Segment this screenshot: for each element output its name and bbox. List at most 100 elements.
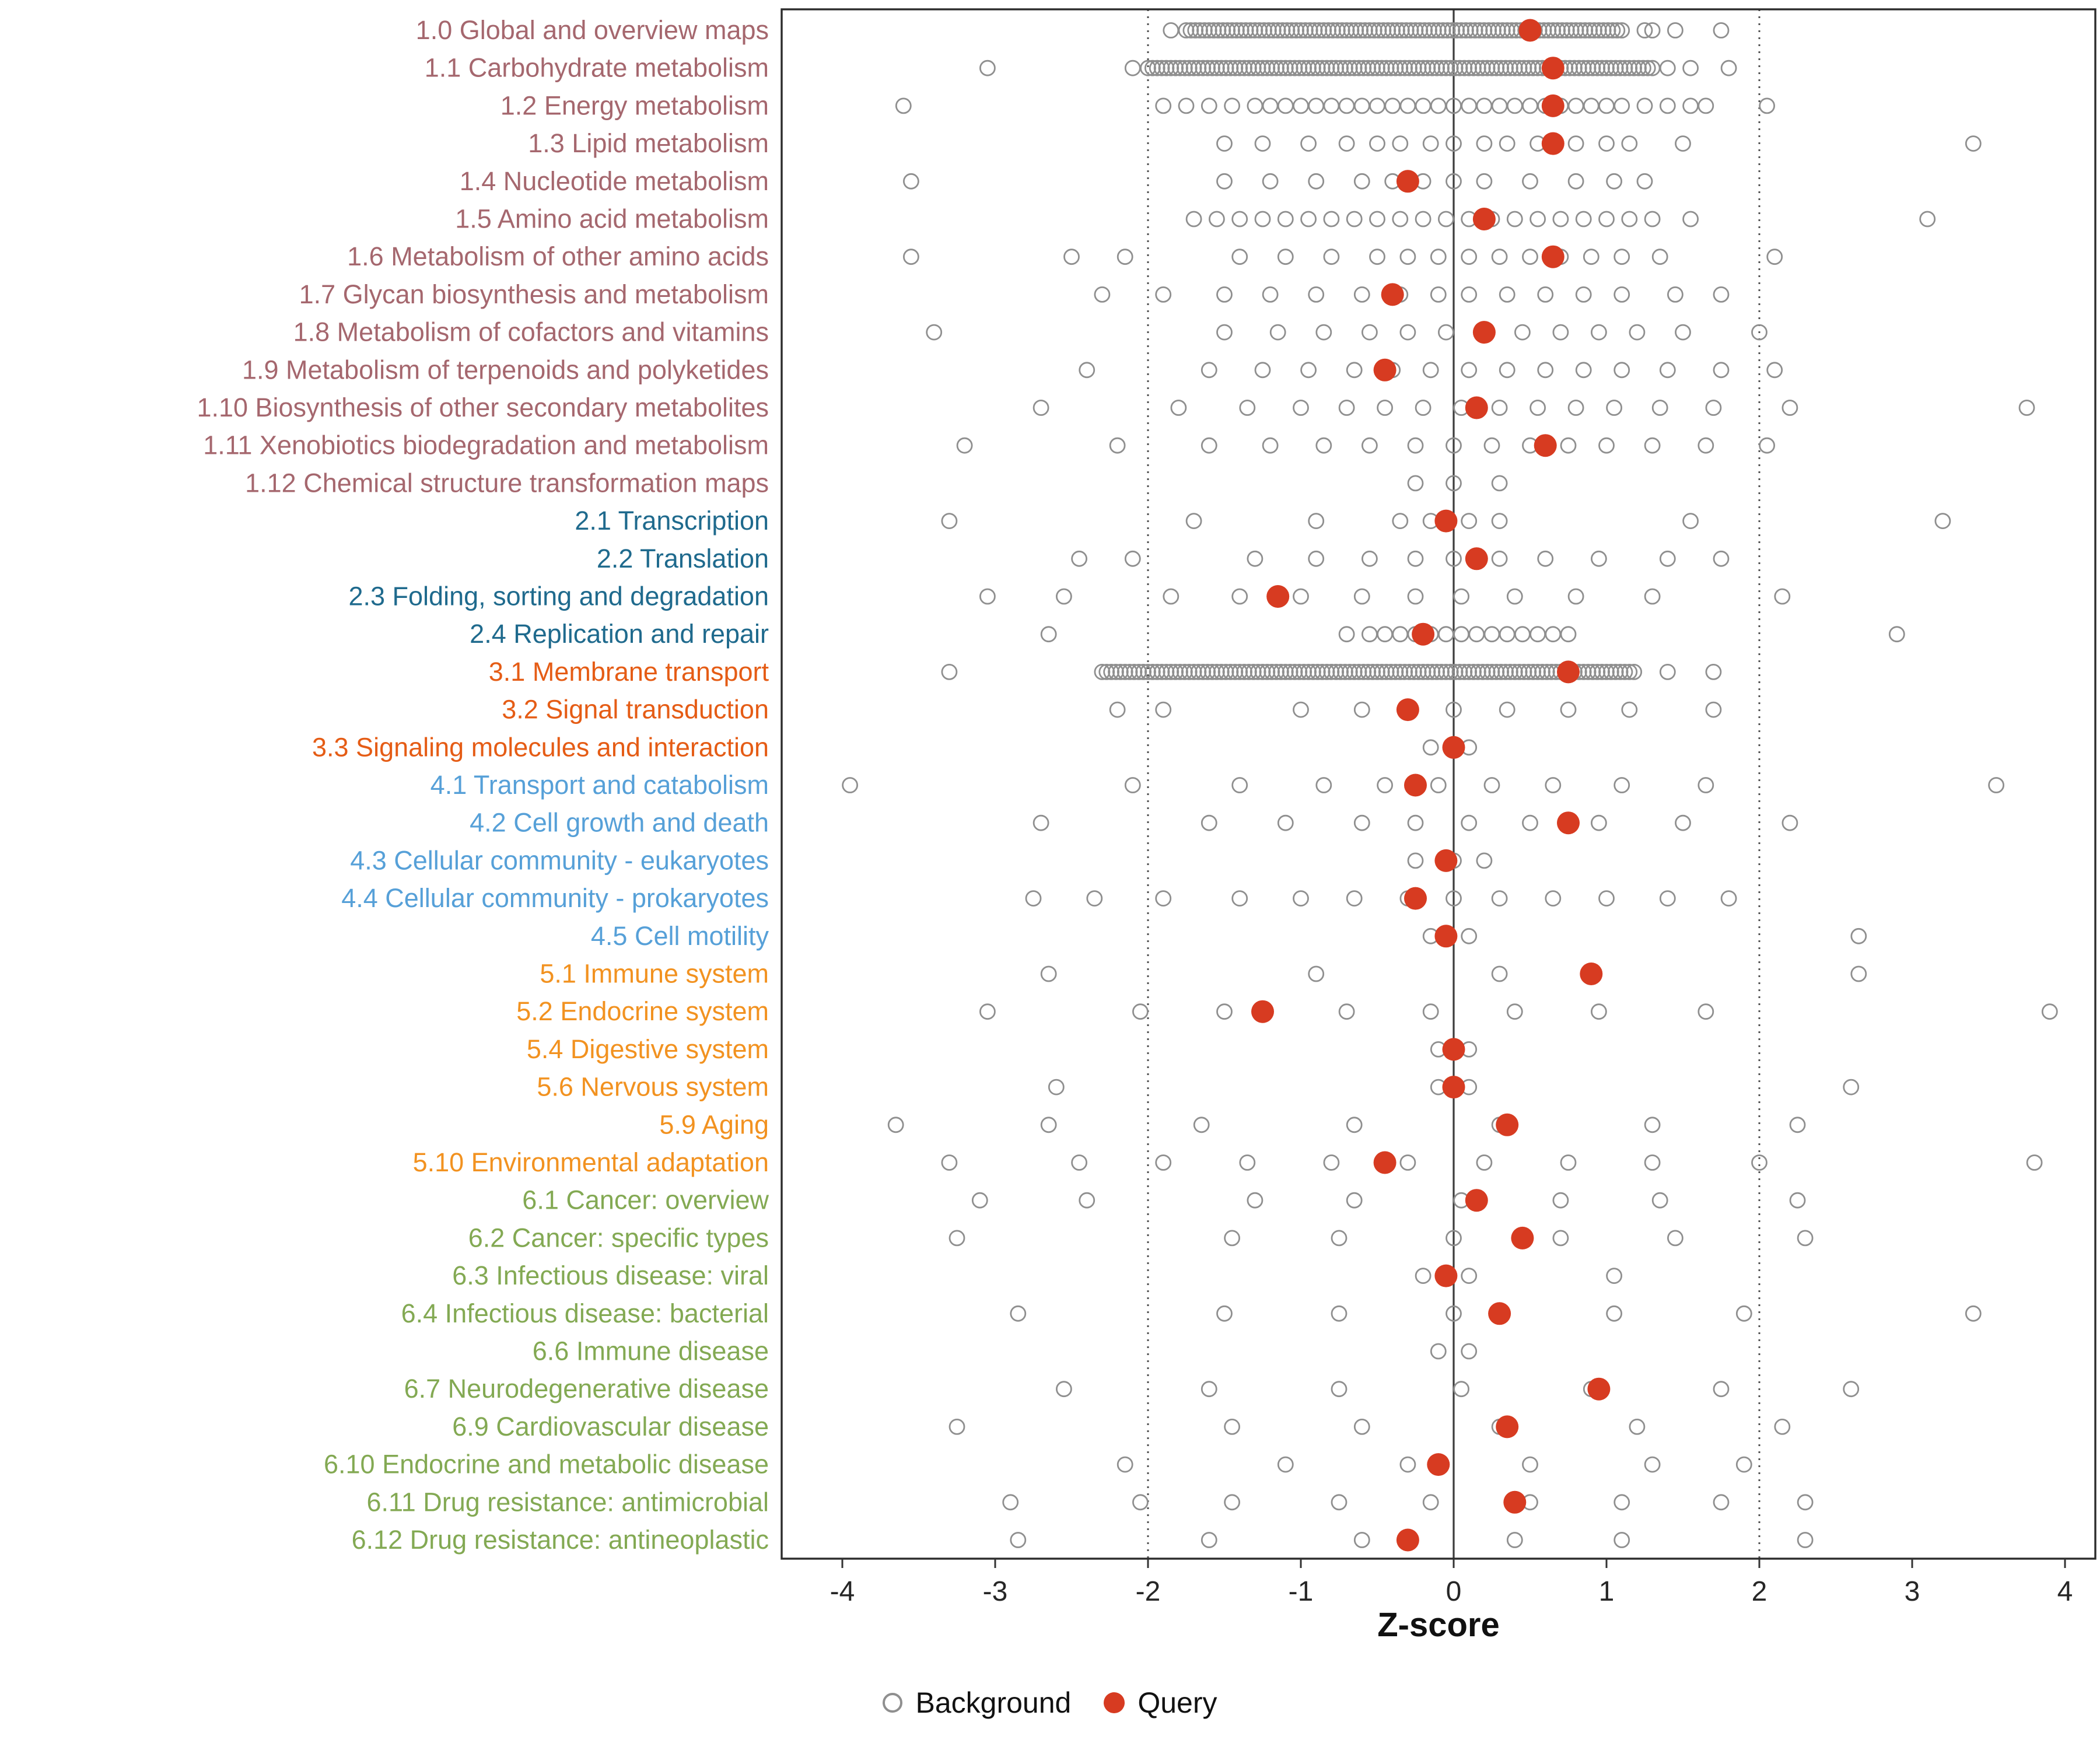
bg-point [1437, 60, 1454, 76]
bg-point [1499, 286, 1516, 303]
bg-point [926, 324, 943, 341]
bg-point [1377, 777, 1394, 793]
bg-point [1430, 1343, 1447, 1360]
bg-point [1488, 60, 1505, 76]
bg-point [1461, 1268, 1478, 1284]
query-point [1541, 245, 1564, 268]
bg-point [1499, 701, 1516, 718]
bg-point [1534, 664, 1550, 680]
bg-point [1421, 22, 1437, 38]
bg-point [1236, 664, 1252, 680]
bg-point [1659, 890, 1676, 907]
bg-point [1210, 22, 1227, 38]
bg-point [1537, 550, 1554, 567]
bg-point [1499, 362, 1516, 379]
bg-point [1355, 664, 1372, 680]
bg-point [949, 1230, 965, 1247]
bg-point [1010, 1532, 1027, 1548]
query-point [1404, 774, 1427, 797]
category-label: 6.6 Immune disease [533, 1336, 769, 1366]
bg-point [1426, 22, 1442, 38]
bg-point [1293, 890, 1309, 907]
query-point [1373, 1151, 1396, 1174]
category-label: 3.1 Membrane transport [489, 657, 769, 687]
bg-point [1200, 97, 1217, 114]
bg-point [1353, 588, 1370, 605]
bg-point [1506, 1003, 1523, 1020]
bg-point [1265, 22, 1282, 38]
bg-point [1493, 60, 1510, 76]
bg-point [1797, 1230, 1814, 1247]
bg-point [1424, 60, 1441, 76]
bg-point [1636, 22, 1653, 38]
bg-point [1387, 664, 1404, 680]
bg-point [1563, 22, 1580, 38]
bg-point [1199, 60, 1216, 76]
bg-point [1497, 664, 1514, 680]
bg-point [1988, 777, 2005, 793]
bg-point [1296, 664, 1312, 680]
bg-point [1446, 173, 1462, 190]
query-point [1381, 283, 1404, 306]
legend-item-background: Background [883, 1686, 1071, 1720]
bg-point [941, 664, 958, 680]
bg-point [1370, 22, 1387, 38]
bg-point [1430, 22, 1447, 38]
bg-point [1216, 135, 1233, 152]
bg-point [1789, 1116, 1806, 1133]
bg-point [1614, 362, 1630, 379]
bg-point [1415, 1268, 1432, 1284]
bg-point [1713, 286, 1730, 303]
bg-point [1442, 664, 1459, 680]
bg-point [1516, 664, 1532, 680]
bg-point [1461, 1343, 1478, 1360]
bg-point [1461, 513, 1478, 529]
bg-point [1476, 135, 1493, 152]
x-tick-label: -2 [1136, 1576, 1161, 1607]
bg-point [1621, 701, 1638, 718]
bg-point [1506, 60, 1523, 76]
query-point [1404, 887, 1427, 910]
bg-point [1493, 664, 1510, 680]
bg-point [1644, 22, 1661, 38]
bg-point [1606, 1305, 1623, 1322]
query-point [1472, 321, 1496, 344]
bg-point [1224, 22, 1241, 38]
bg-point [1607, 664, 1624, 680]
bg-point [1537, 362, 1554, 379]
bg-point [1185, 211, 1202, 228]
bg-point [1155, 97, 1172, 114]
bg-point [1888, 626, 1905, 643]
bg-point [887, 1116, 904, 1133]
bg-point [1419, 60, 1436, 76]
bg-point [1598, 211, 1615, 228]
bg-point [1581, 22, 1598, 38]
bg-point [1227, 60, 1244, 76]
bg-point [1934, 513, 1951, 529]
bg-point [1429, 664, 1446, 680]
category-label: 2.1 Transcription [575, 506, 769, 536]
bg-point [1254, 664, 1271, 680]
bg-point [1659, 550, 1676, 567]
bg-point [1560, 701, 1577, 718]
bg-point [1163, 588, 1180, 605]
bg-point [1254, 135, 1271, 152]
bg-point [1308, 513, 1325, 529]
bg-point [1491, 513, 1508, 529]
bg-point [1516, 60, 1532, 76]
legend-item-query: Query [1104, 1686, 1217, 1720]
category-label: 4.2 Cell growth and death [470, 808, 769, 838]
bg-point [1659, 362, 1676, 379]
bg-point [1353, 814, 1370, 831]
query-point [1442, 1076, 1465, 1099]
query-point [1488, 1302, 1511, 1325]
bg-point [1308, 550, 1325, 567]
bg-point [1185, 513, 1202, 529]
bg-point [1153, 60, 1170, 76]
bg-point [1399, 324, 1416, 341]
x-tick-label: -4 [830, 1576, 855, 1607]
bg-point [1602, 664, 1619, 680]
bg-point [1483, 437, 1500, 454]
bg-point [1461, 286, 1478, 303]
